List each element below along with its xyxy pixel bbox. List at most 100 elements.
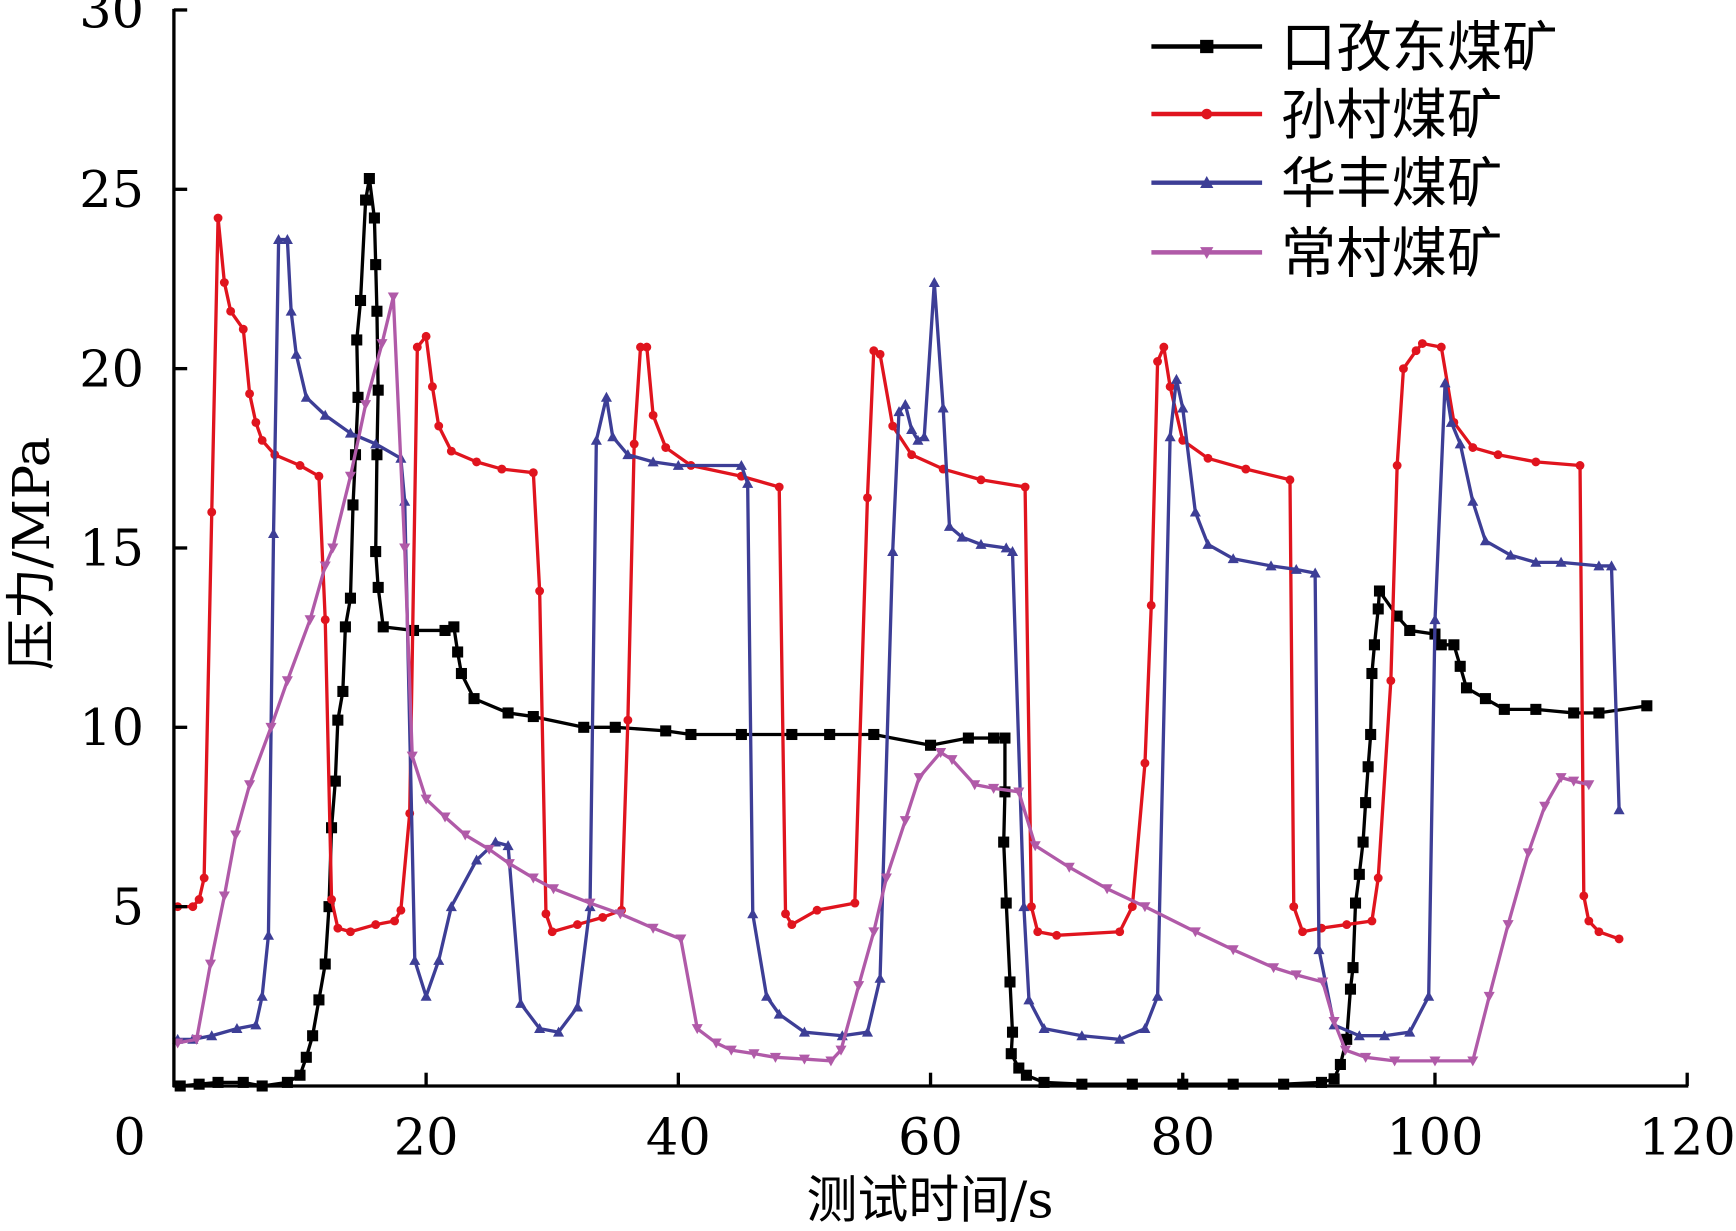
data-point-triangle-down bbox=[387, 292, 399, 303]
data-point-square bbox=[1357, 836, 1369, 848]
data-point-circle bbox=[251, 418, 261, 427]
data-point-square bbox=[735, 728, 747, 741]
legend-label: 华丰煤矿 bbox=[1281, 153, 1502, 217]
data-point-square bbox=[193, 1078, 205, 1090]
y-axis-label: 压力/MPa bbox=[3, 437, 62, 670]
legend-item: 华丰煤矿 bbox=[1151, 153, 1502, 217]
data-point-circle bbox=[661, 443, 671, 452]
data-point-square bbox=[1200, 39, 1214, 54]
data-point-circle bbox=[257, 435, 267, 445]
data-point-square bbox=[1448, 639, 1460, 651]
data-point-triangle bbox=[515, 997, 527, 1008]
data-point-triangle bbox=[1006, 546, 1019, 556]
data-point-triangle-down bbox=[946, 755, 958, 766]
data-point-triangle-down bbox=[899, 816, 911, 827]
data-point-square bbox=[786, 728, 798, 741]
data-point-square bbox=[371, 305, 383, 317]
data-point-square bbox=[212, 1076, 224, 1088]
data-point-circle bbox=[781, 909, 790, 919]
data-point-circle bbox=[295, 461, 305, 470]
data-point-circle bbox=[875, 349, 885, 359]
data-point-square bbox=[1366, 667, 1378, 680]
data-point-circle bbox=[1159, 342, 1169, 352]
x-tick-label: 0 bbox=[113, 1109, 145, 1168]
data-point-circle bbox=[528, 468, 538, 478]
data-point-triangle-down bbox=[798, 1054, 810, 1065]
data-point-triangle-down bbox=[1583, 780, 1595, 791]
data-point-triangle bbox=[590, 434, 602, 445]
data-point-triangle-down bbox=[1467, 1056, 1479, 1067]
data-point-triangle bbox=[975, 538, 987, 549]
data-point-circle bbox=[1436, 342, 1446, 352]
data-point-square bbox=[307, 1030, 319, 1042]
plot-area bbox=[172, 173, 1653, 1092]
data-point-square bbox=[1349, 897, 1362, 909]
data-point-square bbox=[439, 624, 451, 637]
data-point-triangle-down bbox=[1317, 977, 1329, 988]
data-point-triangle bbox=[742, 477, 754, 488]
x-tick-label: 40 bbox=[646, 1109, 711, 1168]
data-point-triangle bbox=[489, 836, 502, 847]
data-point-square bbox=[1020, 1069, 1032, 1081]
data-point-triangle-down bbox=[647, 923, 659, 934]
data-point-triangle-down bbox=[218, 891, 230, 902]
data-point-square bbox=[377, 621, 389, 633]
data-point-square bbox=[329, 775, 341, 787]
data-point-square bbox=[578, 721, 590, 733]
data-point-triangle bbox=[267, 528, 280, 539]
x-tick-label: 60 bbox=[898, 1109, 963, 1168]
data-point-square bbox=[281, 1076, 293, 1088]
data-point-triangle bbox=[1613, 804, 1625, 815]
data-point-triangle-down bbox=[1339, 1045, 1351, 1056]
data-point-square bbox=[1435, 639, 1447, 651]
data-point-triangle-down bbox=[230, 830, 242, 841]
data-point-triangle bbox=[1152, 990, 1164, 1001]
data-point-triangle-down bbox=[1328, 1016, 1340, 1027]
data-point-triangle-down bbox=[969, 780, 981, 791]
x-tick-label: 80 bbox=[1150, 1109, 1215, 1168]
data-point-square bbox=[468, 693, 480, 705]
data-point-circle bbox=[238, 324, 248, 334]
data-point-square bbox=[363, 173, 375, 185]
x-tick-label: 20 bbox=[394, 1109, 459, 1168]
data-point-circle bbox=[421, 331, 431, 341]
data-point-triangle bbox=[1202, 538, 1214, 549]
data-point-square bbox=[1365, 728, 1377, 741]
data-point-circle bbox=[327, 895, 336, 904]
data-point-circle bbox=[396, 905, 406, 915]
data-point-circle bbox=[1579, 891, 1589, 901]
data-point-circle bbox=[812, 905, 822, 915]
data-point-circle bbox=[1399, 364, 1408, 374]
data-point-triangle bbox=[1000, 542, 1012, 553]
data-point-triangle-down bbox=[399, 543, 411, 554]
data-point-triangle bbox=[672, 459, 684, 470]
data-point-circle bbox=[1153, 357, 1162, 366]
data-point-triangle-down bbox=[1555, 773, 1567, 784]
data-point-triangle-down bbox=[1389, 1056, 1401, 1067]
data-point-square bbox=[1038, 1076, 1050, 1088]
data-point-square bbox=[868, 728, 880, 741]
series-3 bbox=[172, 292, 1595, 1067]
data-point-square bbox=[300, 1051, 312, 1063]
data-point-square bbox=[1498, 703, 1510, 715]
data-point-circle bbox=[1140, 758, 1150, 768]
data-point-square bbox=[1328, 1073, 1340, 1085]
data-point-triangle bbox=[285, 305, 297, 316]
data-point-triangle bbox=[1439, 377, 1451, 388]
data-point-triangle-down bbox=[988, 783, 1000, 794]
data-point-circle bbox=[888, 421, 898, 431]
data-point-circle bbox=[333, 923, 343, 933]
data-point-triangle bbox=[1445, 416, 1457, 427]
data-point-triangle bbox=[1429, 614, 1441, 625]
data-point-circle bbox=[573, 920, 582, 930]
data-point-triangle-down bbox=[191, 1034, 203, 1045]
data-point-circle bbox=[226, 306, 236, 316]
data-point-triangle-down bbox=[360, 400, 372, 411]
data-point-square bbox=[1360, 797, 1372, 809]
data-point-circle bbox=[648, 410, 658, 420]
data-point-circle bbox=[1052, 930, 1062, 940]
data-point-square bbox=[339, 621, 351, 633]
data-point-square bbox=[313, 994, 325, 1006]
y-ticks: 5 10 15 20 25 30 bbox=[79, 0, 188, 937]
data-point-triangle-down bbox=[614, 909, 626, 920]
